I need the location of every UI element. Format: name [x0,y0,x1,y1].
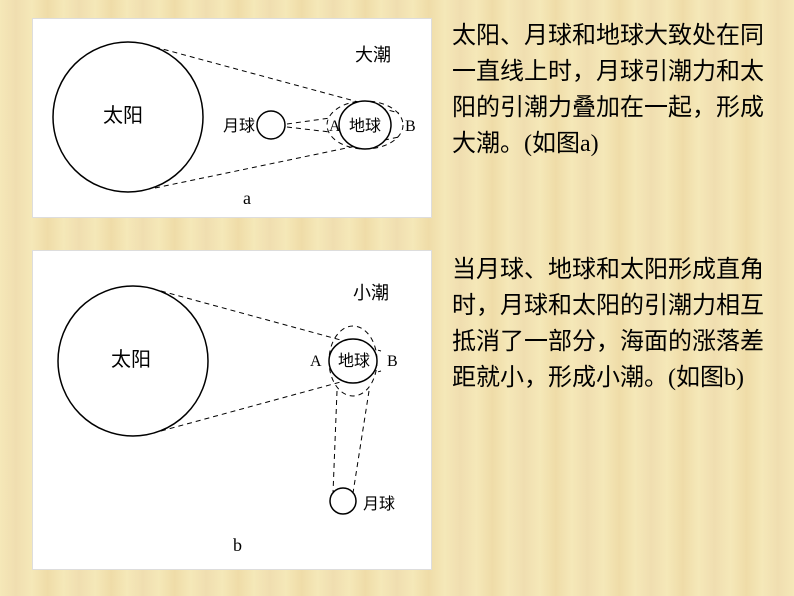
svg-text:月球: 月球 [223,117,255,135]
svg-text:A: A [329,118,341,135]
text-block-a: 太阳、月球和地球大致处在同一直线上时，月球引潮力和太阳的引潮力叠加在一起，形成大… [452,18,782,162]
diagram-a-svg: 太阳地球 A B 月球 大潮 a [33,19,433,219]
svg-text:大潮: 大潮 [355,45,391,65]
text-block-b: 当月球、地球和太阳形成直角时，月球和太阳的引潮力相互抵消了一部分，海面的涨落差距… [452,252,782,396]
diagram-b-svg: 太阳 地球 A B 月球 小潮 b [33,251,433,571]
text-a-content: 太阳、月球和地球大致处在同一直线上时，月球引潮力和太阳的引潮力叠加在一起，形成大… [452,23,764,157]
svg-text:小潮: 小潮 [353,283,389,303]
svg-text:太阳: 太阳 [111,348,151,371]
diagram-a: 太阳地球 A B 月球 大潮 a [32,18,432,218]
svg-text:太阳: 太阳 [103,104,143,127]
svg-text:A: A [310,353,322,370]
svg-text:地球: 地球 [349,117,381,135]
svg-text:B: B [405,118,416,135]
svg-text:B: B [387,353,398,370]
svg-text:月球: 月球 [363,495,395,513]
diagram-b: 太阳 地球 A B 月球 小潮 b [32,250,432,570]
svg-text:b: b [233,535,242,555]
text-b-content: 当月球、地球和太阳形成直角时，月球和太阳的引潮力相互抵消了一部分，海面的涨落差距… [452,257,764,391]
svg-text:地球: 地球 [338,352,370,370]
svg-text:a: a [243,188,251,208]
